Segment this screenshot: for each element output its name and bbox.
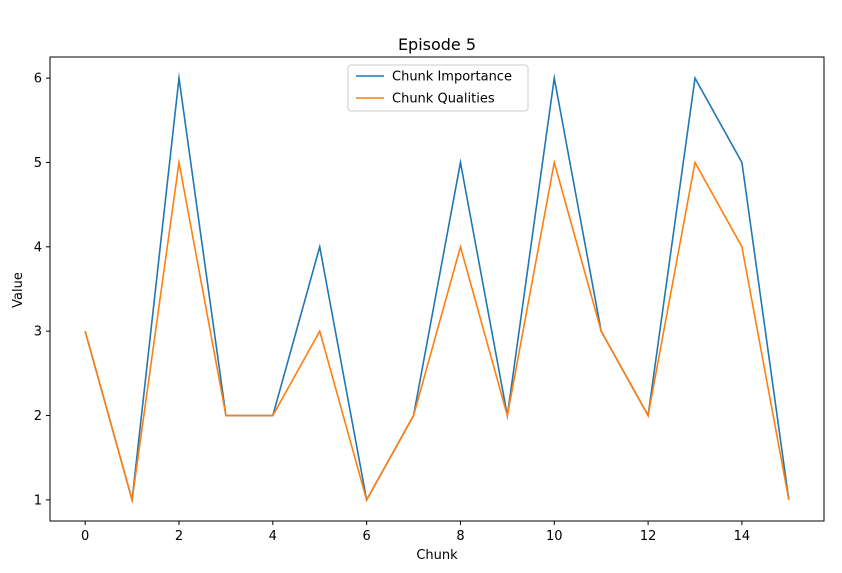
x-tick-label: 0 — [81, 529, 89, 544]
legend-box — [347, 64, 529, 112]
chart-title: Episode 5 — [398, 35, 476, 54]
series-layer — [84, 71, 790, 505]
x-tick-label: 12 — [640, 529, 657, 544]
y-axis: 1 2 3 4 5 6 — [34, 72, 50, 508]
y-tick-label: 2 — [34, 409, 42, 424]
x-axis-label: Chunk — [416, 548, 458, 563]
plot-frame — [49, 56, 825, 522]
plot-area — [49, 56, 825, 522]
y-tick-label: 1 — [34, 493, 42, 508]
series-line-chunk-qualities — [84, 157, 790, 504]
x-tick-label: 8 — [456, 529, 464, 544]
x-tick-label: 4 — [269, 529, 277, 544]
legend-entry-label: Chunk Qualities — [392, 92, 495, 107]
x-tick-label: 2 — [175, 529, 183, 544]
y-tick-label: 3 — [34, 325, 42, 340]
legend-entry-label: Chunk Importance — [392, 70, 512, 85]
y-axis-label: Value — [11, 272, 26, 308]
x-tick-label: 14 — [734, 529, 751, 544]
x-tick-label: 10 — [546, 529, 563, 544]
x-tick-label: 6 — [362, 529, 370, 544]
series-line-chunk-importance — [84, 71, 790, 505]
y-tick-label: 5 — [34, 156, 42, 171]
legend: Chunk Importance Chunk Qualities — [347, 64, 529, 112]
y-tick-label: 4 — [34, 240, 42, 255]
x-axis: 0 2 4 6 8 10 12 14 — [81, 521, 750, 544]
y-tick-label: 6 — [34, 72, 42, 87]
